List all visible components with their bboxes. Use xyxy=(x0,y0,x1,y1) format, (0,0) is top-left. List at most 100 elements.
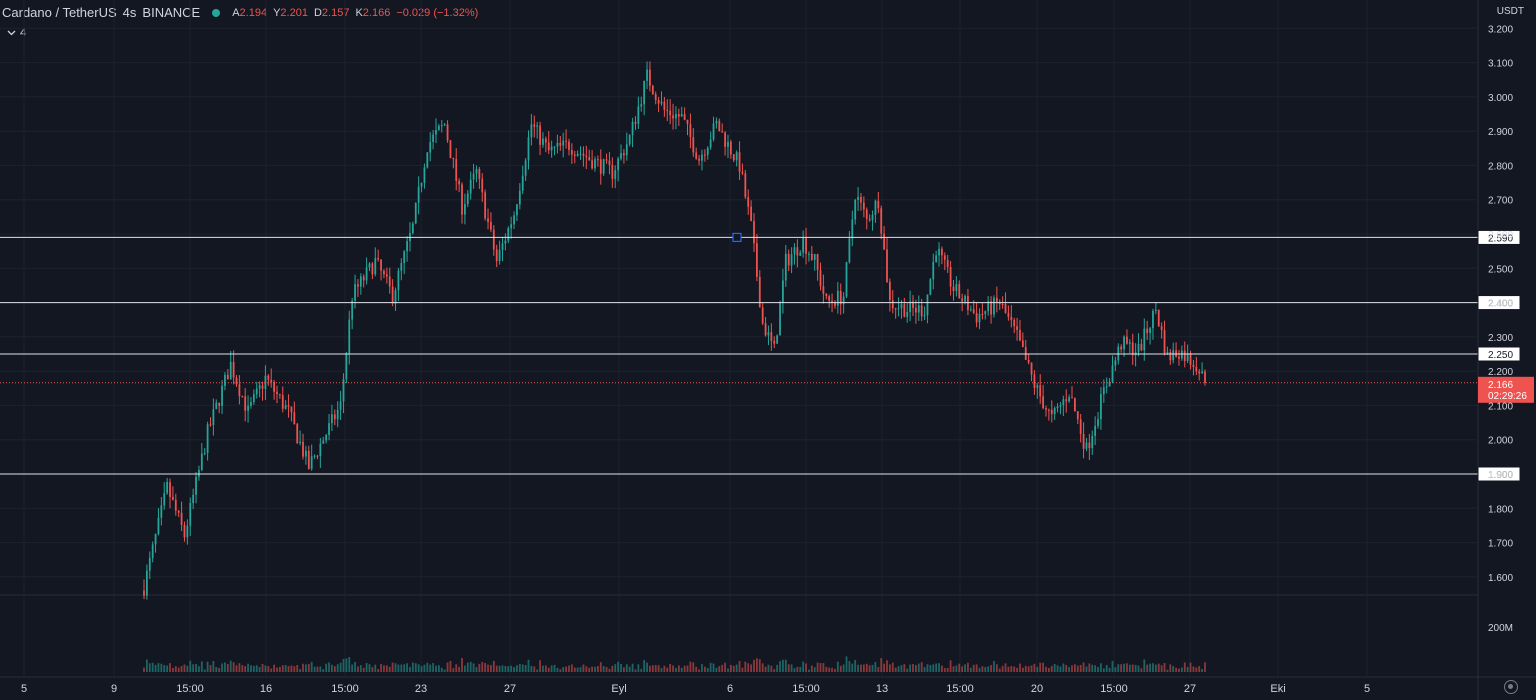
candle-body xyxy=(862,202,865,210)
candle-body xyxy=(1021,340,1024,348)
volume-bar xyxy=(1013,666,1016,672)
candle-body xyxy=(935,255,938,263)
candle-body xyxy=(1042,396,1044,409)
candle-body xyxy=(163,493,166,506)
price-tick-label: 1.800 xyxy=(1488,504,1513,515)
volume-bar xyxy=(1036,666,1039,672)
candle-body xyxy=(218,402,221,406)
candle-body xyxy=(157,517,160,535)
volume-bar xyxy=(1062,663,1065,672)
candle-body xyxy=(325,434,328,441)
indicators-toggle[interactable]: 4 xyxy=(4,26,29,40)
volume-bar xyxy=(920,662,923,672)
volume-bar xyxy=(475,667,478,672)
candle-body xyxy=(518,190,521,205)
volume-bar xyxy=(238,663,241,672)
symbol-title[interactable]: Cardano / TetherUS xyxy=(2,5,117,20)
candle-body xyxy=(1192,364,1195,368)
volume-bar xyxy=(518,664,521,672)
volume-bar xyxy=(755,658,758,672)
candle-body xyxy=(738,152,741,172)
volume-bar xyxy=(964,664,966,672)
ohlc-open-key: A xyxy=(232,6,240,19)
candle-body xyxy=(252,394,255,403)
volume-bar xyxy=(1094,665,1097,672)
candle-body xyxy=(394,290,397,304)
candle-body xyxy=(443,124,446,126)
candle-body xyxy=(510,224,513,229)
volume-bar xyxy=(839,665,842,672)
volume-bar xyxy=(423,664,426,672)
volume-bar xyxy=(1102,668,1105,672)
volume-bar xyxy=(154,664,157,672)
level-label: 1.900 xyxy=(1488,470,1513,481)
volume-bar xyxy=(709,662,712,672)
volume-bar xyxy=(261,663,264,672)
candle-body xyxy=(683,114,686,120)
volume-bar xyxy=(328,662,330,672)
candle-body xyxy=(1160,326,1163,331)
volume-bar xyxy=(1120,664,1123,672)
volume-bar xyxy=(732,665,735,672)
volume-bar xyxy=(871,664,874,672)
volume-bar xyxy=(1105,664,1108,672)
volume-bar xyxy=(1001,665,1004,672)
volume-bar xyxy=(576,667,579,672)
candle-body xyxy=(1068,397,1071,402)
volume-bar xyxy=(1146,664,1149,672)
candle-body xyxy=(1045,408,1047,410)
candle-body xyxy=(1065,399,1068,402)
candle-body xyxy=(420,182,423,187)
volume-bar xyxy=(1004,663,1007,672)
candle-body xyxy=(464,204,466,215)
volume-bar xyxy=(371,667,374,672)
volume-bar xyxy=(816,662,819,672)
volume-bar xyxy=(888,664,891,672)
candle-body xyxy=(834,302,836,306)
volume-bar xyxy=(868,665,871,672)
volume-bar xyxy=(721,664,724,672)
volume-bar xyxy=(735,664,738,672)
interval-label[interactable]: 4s xyxy=(122,5,137,20)
candle-body xyxy=(1152,310,1154,329)
candle-body xyxy=(741,171,744,174)
chart-legend: Cardano / TetherUS 4s BINANCE A 2.194 Y 2.… xyxy=(2,5,478,20)
volume-bar xyxy=(516,665,518,672)
volume-bar xyxy=(703,666,706,672)
volume-bar xyxy=(1085,666,1088,672)
candle-body xyxy=(729,141,732,155)
volume-bar xyxy=(339,662,342,672)
volume-bar xyxy=(1076,665,1079,672)
volume-bar xyxy=(784,659,787,672)
volume-bar xyxy=(767,664,770,672)
volume-bar xyxy=(998,668,1001,672)
candle-body xyxy=(848,238,851,263)
candle-body xyxy=(1169,352,1172,361)
volume-bar xyxy=(631,663,634,672)
volume-bar xyxy=(203,669,206,672)
volume-bar xyxy=(345,658,348,672)
settings-icon[interactable] xyxy=(1504,680,1518,694)
volume-bar xyxy=(264,665,267,672)
candle-body xyxy=(810,253,813,260)
candle-body xyxy=(614,170,617,179)
candle-body xyxy=(293,412,296,425)
volume-bar xyxy=(666,667,669,672)
candle-body xyxy=(374,258,377,275)
volume-bar xyxy=(1183,662,1186,672)
volume-bar xyxy=(912,664,914,672)
candle-body xyxy=(747,197,750,207)
volume-bar xyxy=(391,662,394,672)
candle-body xyxy=(975,312,978,323)
volume-bar xyxy=(938,663,940,672)
volume-bar xyxy=(958,663,961,672)
candle-body xyxy=(235,377,238,385)
candle-body xyxy=(513,215,515,225)
candle-body xyxy=(351,300,354,320)
candle-body xyxy=(654,94,657,100)
volume-bar xyxy=(634,669,637,672)
volume-bar xyxy=(854,659,857,672)
price-tick-label: 1.600 xyxy=(1488,573,1513,584)
candle-body xyxy=(1027,359,1030,363)
